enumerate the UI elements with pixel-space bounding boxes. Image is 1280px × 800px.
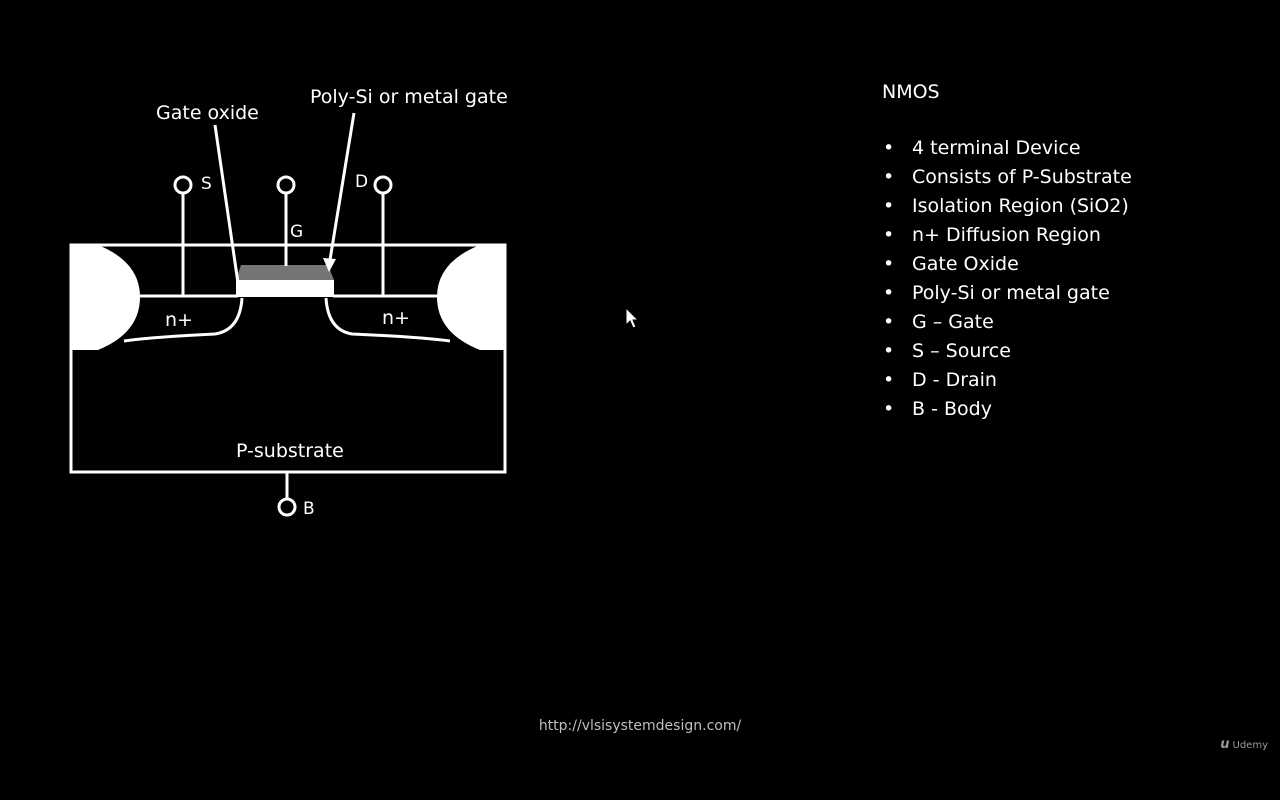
isolation-region-left bbox=[71, 245, 140, 350]
substrate-label: P-substrate bbox=[236, 440, 344, 462]
list-item: Poly-Si or metal gate bbox=[882, 279, 1272, 308]
udemy-logo-icon: u bbox=[1220, 737, 1230, 752]
gate-terminal-circle bbox=[276, 175, 296, 195]
body-terminal-circle bbox=[277, 497, 297, 517]
udemy-logo-text: Udemy bbox=[1232, 740, 1268, 751]
gate-oxide-callout: Gate oxide bbox=[156, 102, 259, 124]
drain-terminal-circle bbox=[373, 175, 393, 195]
list-item: B - Body bbox=[882, 395, 1272, 424]
notes-panel: NMOS 4 terminal Device Consists of P-Sub… bbox=[882, 78, 1272, 424]
list-item: Isolation Region (SiO2) bbox=[882, 192, 1272, 221]
list-item: D - Drain bbox=[882, 366, 1272, 395]
udemy-logo: u Udemy bbox=[1220, 737, 1268, 752]
gate-oxide-layer bbox=[236, 280, 334, 297]
drain-diffusion-boundary bbox=[324, 297, 451, 343]
drain-diffusion-label: n+ bbox=[382, 307, 410, 329]
gate-electrode bbox=[236, 265, 334, 280]
list-item: 4 terminal Device bbox=[882, 134, 1272, 163]
gate-material-arrowhead bbox=[323, 258, 336, 272]
source-diffusion-boundary bbox=[123, 297, 244, 343]
gate-material-pointer bbox=[327, 112, 356, 267]
drain-terminal-label: D bbox=[355, 172, 368, 192]
list-item: G – Gate bbox=[882, 308, 1272, 337]
notes-bullet-list: 4 terminal Device Consists of P-Substrat… bbox=[882, 134, 1272, 424]
gate-oxide-pointer bbox=[213, 124, 240, 284]
list-item: S – Source bbox=[882, 337, 1272, 366]
list-item: Gate Oxide bbox=[882, 250, 1272, 279]
gate-terminal-label: G bbox=[290, 222, 303, 242]
isolation-region-right bbox=[437, 245, 505, 350]
mouse-cursor-icon bbox=[625, 306, 640, 329]
source-diffusion-label: n+ bbox=[165, 309, 193, 331]
notes-title: NMOS bbox=[882, 81, 940, 103]
body-terminal-label: B bbox=[303, 499, 315, 519]
source-terminal-circle bbox=[173, 175, 193, 195]
gate-material-callout: Poly-Si or metal gate bbox=[310, 86, 508, 108]
source-terminal-label: S bbox=[201, 174, 212, 194]
list-item: n+ Diffusion Region bbox=[882, 221, 1272, 250]
footer-url: http://vlsisystemdesign.com/ bbox=[538, 718, 742, 734]
list-item: Consists of P-Substrate bbox=[882, 163, 1272, 192]
